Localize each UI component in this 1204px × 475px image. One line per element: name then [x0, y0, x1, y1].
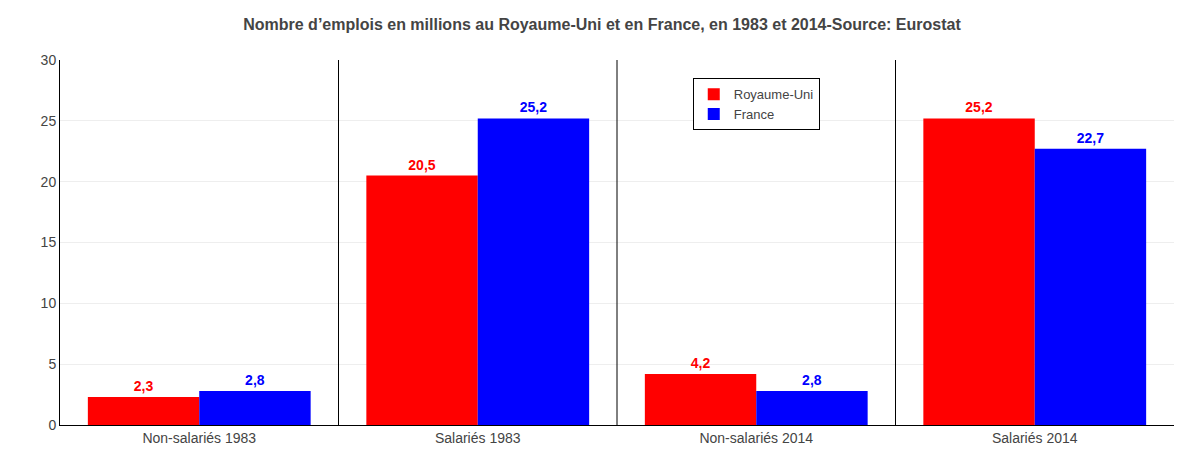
- svg-text:30: 30: [41, 52, 57, 68]
- svg-text:22,7: 22,7: [1077, 130, 1104, 146]
- svg-text:25,2: 25,2: [965, 99, 992, 115]
- svg-text:2,8: 2,8: [245, 372, 265, 388]
- svg-text:25: 25: [41, 113, 57, 129]
- svg-text:Salariés 2014: Salariés 2014: [992, 430, 1078, 446]
- svg-text:Nombre d’emplois en millions a: Nombre d’emplois en millions au Royaume-…: [243, 16, 961, 33]
- svg-text:France: France: [734, 107, 774, 122]
- svg-text:2,3: 2,3: [134, 378, 154, 394]
- svg-text:15: 15: [41, 234, 57, 250]
- svg-text:0: 0: [48, 417, 56, 433]
- svg-text:20,5: 20,5: [408, 157, 435, 173]
- svg-text:Royaume-Uni: Royaume-Uni: [734, 87, 814, 102]
- svg-text:Salariés 1983: Salariés 1983: [435, 430, 521, 446]
- svg-text:Non-salariés 1983: Non-salariés 1983: [142, 430, 256, 446]
- svg-text:20: 20: [41, 174, 57, 190]
- svg-text:25,2: 25,2: [520, 99, 547, 115]
- svg-text:Non-salariés 2014: Non-salariés 2014: [699, 430, 813, 446]
- svg-text:5: 5: [48, 356, 56, 372]
- svg-text:10: 10: [41, 295, 57, 311]
- svg-text:4,2: 4,2: [691, 355, 711, 371]
- svg-text:2,8: 2,8: [802, 372, 822, 388]
